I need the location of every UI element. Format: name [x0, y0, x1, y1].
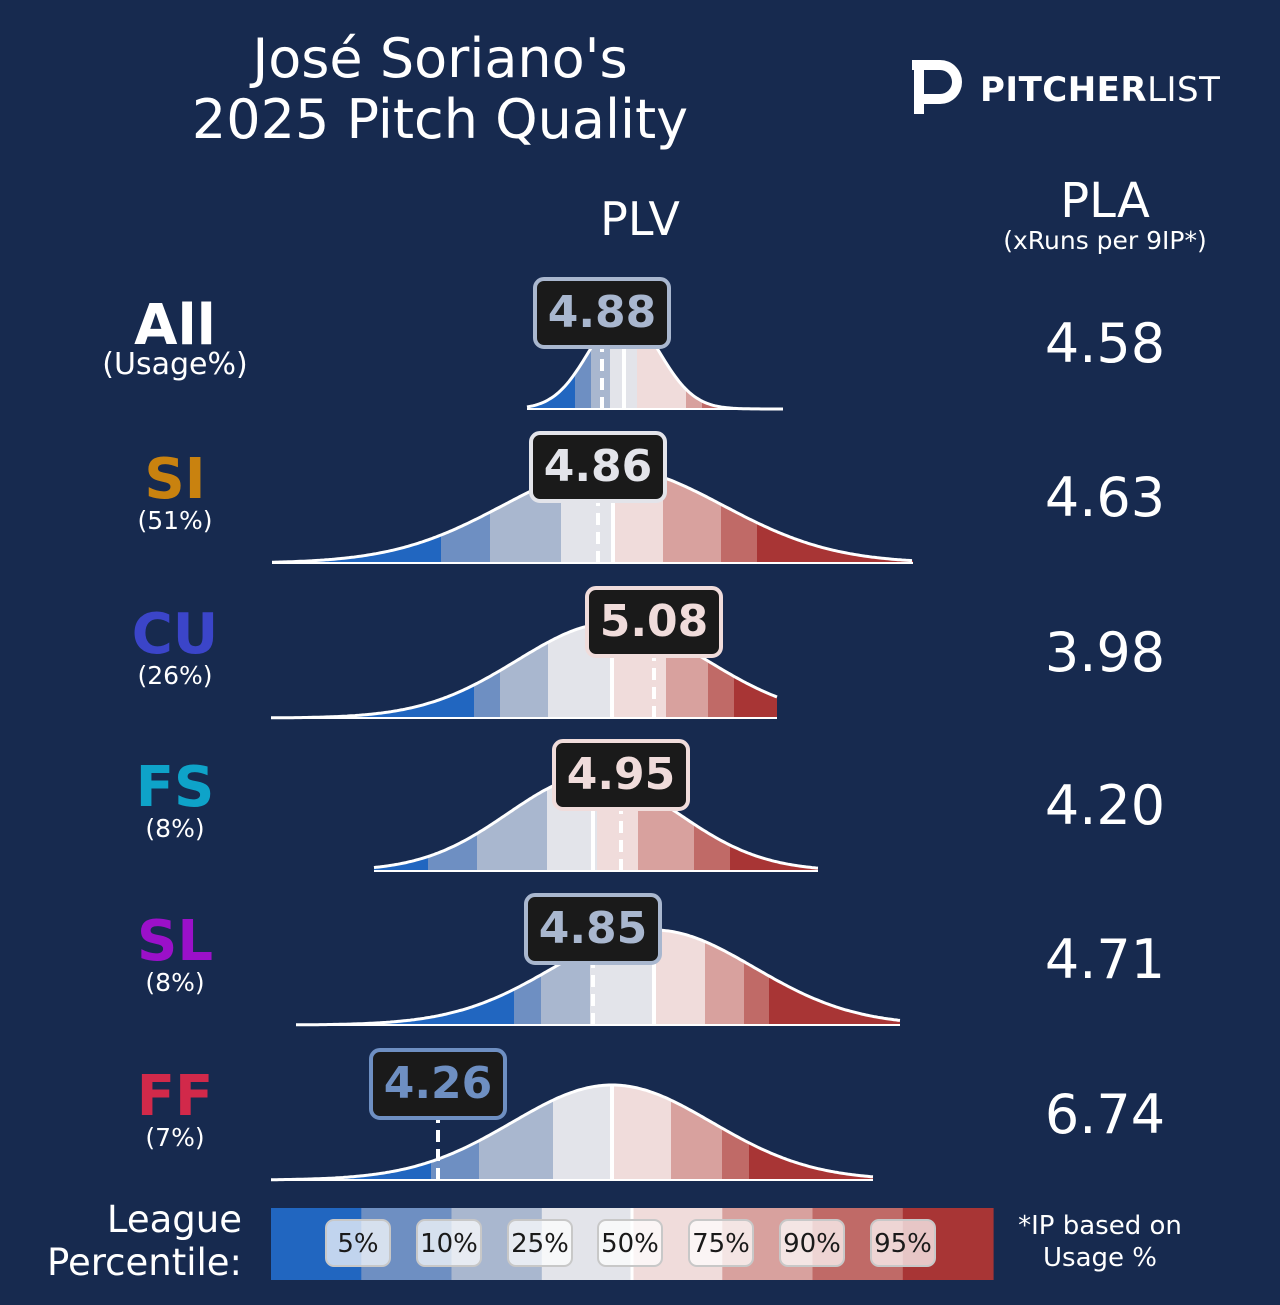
pla-value: 4.63	[1044, 466, 1166, 529]
distribution-fs: 4.95	[373, 739, 819, 872]
logo-wordmark: PITCHERLIST	[980, 70, 1220, 110]
pitch-usage: (Usage%)	[102, 347, 248, 382]
percentile-band	[734, 676, 777, 718]
plv-value: 5.08	[600, 596, 709, 647]
plv-badge	[369, 1048, 507, 1120]
percentile-band	[271, 684, 474, 718]
plv-header: PLV	[600, 192, 680, 246]
percentile-band	[612, 1085, 671, 1180]
pitch-usage: (26%)	[137, 661, 213, 690]
percentile-band	[272, 535, 441, 563]
percentile-band	[730, 845, 818, 871]
legend-tag	[416, 1219, 482, 1267]
pla-header: PLA	[1060, 173, 1150, 229]
footnote: *IP based on Usage %	[1000, 1210, 1200, 1274]
legend-percentile-label: 75%	[692, 1229, 750, 1259]
pitch-usage: (7%)	[145, 1123, 205, 1152]
percentile-band	[757, 522, 913, 563]
percentile-band	[477, 788, 547, 871]
pitch-name-ff: FF	[136, 1064, 214, 1129]
pla-value: 4.71	[1044, 928, 1166, 991]
pla-value: 4.58	[1044, 312, 1166, 375]
distribution-ff: 4.26	[271, 1048, 874, 1182]
percentile-band	[575, 348, 591, 409]
percentile-band	[527, 373, 575, 409]
pitcherlist-p-logo-icon	[912, 60, 962, 114]
legend-percentile-label: 10%	[420, 1229, 478, 1259]
pla-value: 6.74	[1044, 1083, 1166, 1146]
plv-badge	[552, 739, 690, 811]
percentile-band	[663, 477, 721, 563]
legend-percentile-label: 90%	[783, 1229, 841, 1259]
percentile-band	[671, 1100, 722, 1180]
legend-tag	[325, 1219, 391, 1267]
plv-badge	[529, 431, 667, 503]
percentile-band	[541, 947, 590, 1025]
pitch-usage: (51%)	[137, 506, 213, 535]
percentile-band	[428, 833, 477, 871]
plv-badge	[524, 893, 662, 965]
plv-value: 4.88	[548, 287, 657, 338]
percentile-band	[296, 989, 514, 1025]
percentile-band	[769, 976, 900, 1025]
percentile-band	[744, 961, 769, 1025]
legend-percentile-label: 25%	[511, 1229, 569, 1259]
percentile-band	[654, 930, 705, 1025]
pitch-name-cu: CU	[131, 602, 219, 667]
legend-label: League Percentile:	[20, 1198, 242, 1284]
legend-label-line-1: League	[106, 1198, 242, 1241]
legend-tag	[870, 1219, 936, 1267]
legend-label-line-2: Percentile:	[46, 1241, 242, 1284]
percentile-band	[694, 824, 730, 871]
footnote-line-1: *IP based on	[1018, 1211, 1182, 1241]
percentile-legend: 5% 10% 25% 50% 75% 90% 95%	[271, 1208, 994, 1280]
percentile-band	[441, 512, 490, 563]
pla-subheader: (xRuns per 9IP*)	[1003, 226, 1207, 255]
legend-percentile-label: 50%	[601, 1229, 659, 1259]
distribution-si: 4.86	[272, 431, 913, 564]
title-line-2: 2025 Pitch Quality	[191, 88, 689, 151]
percentile-band	[479, 1100, 553, 1180]
percentile-band	[271, 1161, 431, 1180]
density-outline	[271, 1083, 874, 1182]
legend-percentile-label: 95%	[874, 1229, 932, 1259]
pla-value: 3.98	[1044, 621, 1166, 684]
logo-bold: PITCHER	[980, 70, 1148, 110]
pitch-name-si: SI	[144, 447, 206, 512]
legend-tag	[597, 1219, 663, 1267]
percentile-band	[722, 1128, 749, 1180]
pitcherlist-logo: PITCHERLIST	[908, 56, 1228, 120]
plv-value: 4.86	[544, 441, 653, 492]
legend-percentile-label: 5%	[337, 1229, 378, 1259]
pitch-name-sl: SL	[136, 909, 213, 974]
percentile-band	[705, 941, 744, 1025]
plv-badge	[533, 277, 671, 349]
percentile-band	[749, 1142, 873, 1180]
percentile-band	[431, 1140, 479, 1180]
legend-tag	[507, 1219, 573, 1267]
percentile-band	[708, 661, 734, 718]
pitch-usage: (8%)	[145, 814, 205, 843]
plv-value: 4.26	[384, 1058, 493, 1109]
logo-light: LIST	[1147, 70, 1221, 110]
footnote-line-2: Usage %	[1043, 1243, 1157, 1273]
chart-title: José Soriano's 2025 Pitch Quality	[120, 28, 760, 150]
plv-badge	[585, 586, 723, 658]
distribution-sl: 4.85	[296, 893, 901, 1027]
distribution-cu: 5.08	[271, 586, 778, 720]
distribution-all: 4.88	[526, 277, 783, 411]
legend-tag	[688, 1219, 754, 1267]
pitch-name-fs: FS	[135, 755, 215, 820]
percentile-band	[553, 1085, 612, 1180]
legend-tag	[779, 1219, 845, 1267]
plv-value: 4.95	[567, 749, 676, 800]
title-line-1: José Soriano's	[252, 27, 628, 90]
percentile-band	[500, 642, 548, 718]
pitch-name-all: All	[134, 293, 216, 358]
plv-value: 4.85	[539, 903, 648, 954]
pla-value: 4.20	[1044, 774, 1166, 837]
pitch-usage: (8%)	[145, 968, 205, 997]
